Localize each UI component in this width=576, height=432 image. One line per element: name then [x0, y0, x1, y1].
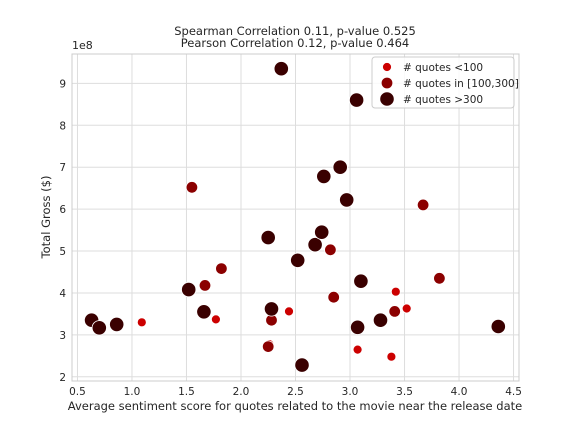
data-point-small	[284, 306, 294, 317]
data-point-medium	[388, 305, 401, 318]
x-tick-label: 3.5	[396, 386, 413, 398]
x-tick-label: 0.5	[69, 386, 86, 398]
data-point-large	[490, 318, 506, 335]
data-point-large	[91, 320, 107, 336]
data-point-large	[109, 316, 125, 332]
plot-frame	[71, 53, 520, 382]
x-axis-label: Average sentiment score for quotes relat…	[68, 399, 522, 413]
data-point-medium	[262, 340, 275, 353]
data-point-medium	[198, 279, 212, 292]
data-point-small	[386, 351, 397, 362]
x-tick-label: 4.5	[505, 386, 522, 398]
y-tick-labels: 2 3 4 5 6 7 8 9	[59, 78, 66, 383]
y-offset-label: 1e8	[72, 39, 93, 52]
y-tick-label: 2	[59, 372, 66, 384]
data-point-large	[260, 230, 276, 246]
data-point-large	[316, 168, 332, 184]
data-point-large	[273, 61, 289, 77]
y-tick-label: 5	[59, 246, 66, 258]
chart-title-line-1: Spearman Correlation 0.11, p-value 0.525	[174, 24, 416, 38]
data-point-large	[349, 319, 366, 335]
data-point-large	[314, 224, 330, 240]
legend-marker-large	[379, 91, 395, 107]
data-point-large	[348, 92, 365, 108]
data-point-large	[196, 304, 212, 320]
data-point-medium	[324, 243, 337, 257]
data-point-medium	[185, 181, 199, 194]
data-point-small	[210, 314, 221, 325]
x-tick-labels: 0.5 1.0 1.5 2.0 2.5 3.0 3.5 4.0 4.5	[69, 386, 522, 398]
y-tick-label: 6	[59, 204, 66, 216]
data-point-large	[353, 273, 369, 289]
x-tick-label: 1.5	[178, 386, 195, 398]
data-point-medium	[433, 272, 446, 285]
legend-label: # quotes >300	[403, 94, 483, 106]
data-point-small	[352, 344, 363, 355]
y-tick-label: 7	[59, 162, 66, 174]
x-tick-label: 3.0	[342, 386, 359, 398]
y-tick-label: 8	[59, 120, 66, 132]
legend-label: # quotes <100	[403, 62, 483, 74]
data-point-large	[290, 252, 306, 268]
x-tick-label: 1.0	[124, 386, 141, 398]
data-point-large	[339, 192, 355, 208]
data-point-large	[307, 237, 323, 253]
legend-label: # quotes in [100,300]	[403, 78, 519, 90]
y-tick-label: 3	[59, 330, 66, 342]
grid-lines	[72, 54, 519, 381]
legend-marker-small	[382, 62, 392, 72]
data-point-small	[390, 286, 401, 297]
x-tick-label: 4.0	[451, 386, 468, 398]
legend: # quotes <100 # quotes in [100,300] # quot…	[371, 56, 519, 109]
x-tick-label: 2.0	[233, 386, 250, 398]
data-point-small	[401, 303, 412, 314]
data-point-large	[294, 357, 310, 373]
data-point-medium	[215, 262, 228, 275]
data-point-large	[372, 312, 389, 328]
data-point-small	[136, 317, 147, 328]
chart-title-line-2: Pearson Correlation 0.12, p-value 0.464	[181, 36, 409, 50]
data-point-large	[263, 301, 280, 317]
y-axis-label: Total Gross ($)	[39, 176, 53, 260]
x-tick-label: 2.5	[287, 386, 304, 398]
data-point-large	[332, 159, 348, 175]
legend-marker-medium	[380, 76, 394, 90]
data-points	[84, 61, 506, 373]
legend-box	[371, 56, 515, 109]
data-point-medium	[327, 291, 340, 304]
data-point-medium	[416, 198, 430, 212]
y-tick-label: 4	[59, 288, 66, 300]
data-point-large	[181, 281, 197, 298]
y-tick-label: 9	[59, 78, 66, 90]
